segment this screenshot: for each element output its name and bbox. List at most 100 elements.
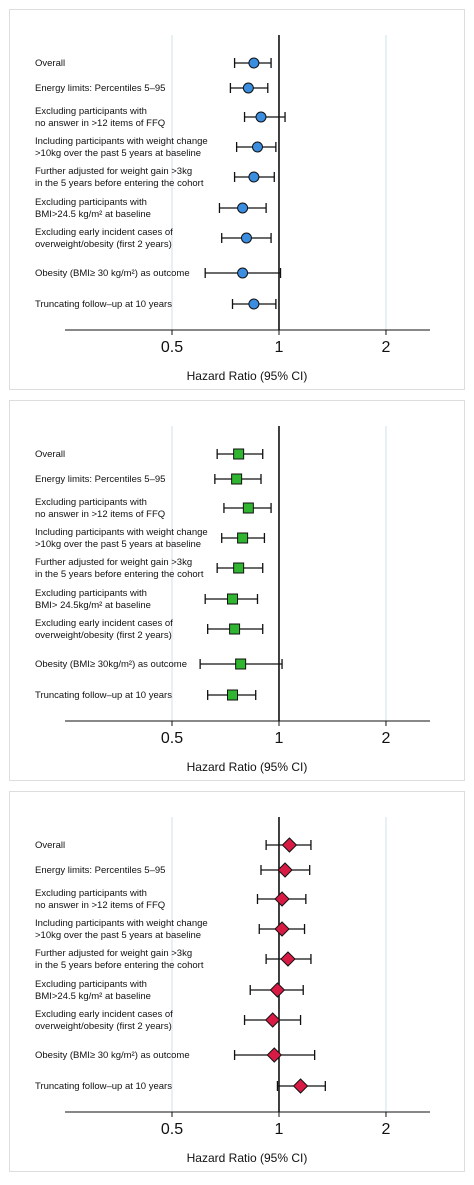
row-label-line: Excluding participants with (35, 197, 147, 208)
point (280, 951, 296, 967)
panel-frame (9, 9, 465, 390)
x-tick-label: 0.5 (161, 1121, 183, 1138)
row-label: Overall (35, 840, 65, 851)
row-label-line: Excluding early incident cases of (35, 618, 173, 629)
point (235, 658, 247, 670)
row-label-line: Further adjusted for weight gain >3kg (35, 948, 192, 959)
point (237, 267, 249, 279)
point (248, 57, 260, 69)
point (227, 593, 239, 605)
point (242, 82, 254, 94)
point (242, 502, 254, 514)
row-label-line: >10kg over the past 5 years at baseline (35, 539, 201, 550)
row-label-line: Obesity (BMI≥ 30 kg/m²) as outcome (35, 268, 190, 279)
row-label: Overall (35, 58, 65, 69)
point (251, 141, 263, 153)
panel-frame (9, 791, 465, 1172)
row-label-line: no answer in >12 items of FFQ (35, 509, 165, 520)
row-label: Excluding participants with BMI> 24.5kg/m… (35, 588, 151, 611)
point (274, 921, 290, 937)
row-label: Excluding participants with BMI>24.5 kg/m… (35, 197, 151, 220)
row-label-line: BMI>24.5 kg/m² at baseline (35, 209, 151, 220)
row-label-line: Truncating follow–up at 10 years (35, 690, 172, 701)
row-label: Truncating follow–up at 10 years (35, 1081, 172, 1092)
row-label: Excluding participants with BMI>24.5 kg/m… (35, 979, 151, 1002)
x-tick-label: 1 (275, 730, 284, 747)
row-label-line: Further adjusted for weight gain >3kg (35, 166, 192, 177)
row-label-line: overweight/obesity (first 2 years) (35, 239, 172, 250)
row-label: Energy limits: Percentiles 5–95 (35, 474, 165, 485)
x-tick-label: 1 (275, 1121, 284, 1138)
panel: 0.5 1 2 Hazard Ratio (95% CI) Overall Energy … (9, 791, 465, 1172)
row-label-line: Including participants with weight chang… (35, 527, 208, 538)
row-label-line: Energy limits: Percentiles 5–95 (35, 474, 165, 485)
row-label-line: Overall (35, 449, 65, 460)
point (248, 298, 260, 310)
row-label-line: >10kg over the past 5 years at baseline (35, 148, 201, 159)
row-label: Excluding participants with no answer in … (35, 497, 165, 520)
point (233, 448, 245, 460)
row-label-line: Overall (35, 840, 65, 851)
row-label-line: Obesity (BMI≥ 30 kg/m²) as outcome (35, 1050, 190, 1061)
point (231, 473, 243, 485)
row-label-line: Including participants with weight chang… (35, 136, 208, 147)
row-label-line: Including participants with weight chang… (35, 918, 208, 929)
x-tick-label: 1 (275, 339, 284, 356)
row-label-line: Excluding participants with (35, 888, 147, 899)
row-label: Truncating follow–up at 10 years (35, 299, 172, 310)
point (292, 1078, 309, 1094)
row-label: Overall (35, 449, 65, 460)
point (266, 1047, 282, 1063)
point (274, 891, 290, 907)
row-label: Further adjusted for weight gain >3kg in … (35, 166, 204, 189)
row-label: Energy limits: Percentiles 5–95 (35, 865, 165, 876)
row-label: Obesity (BMI≥ 30 kg/m²) as outcome (35, 268, 190, 279)
row-label-line: Excluding participants with (35, 979, 147, 990)
row-label-line: Excluding early incident cases of (35, 1009, 173, 1020)
row-label-line: Excluding participants with (35, 497, 147, 508)
point (227, 689, 239, 701)
row-label-line: overweight/obesity (first 2 years) (35, 1021, 172, 1032)
point (269, 982, 286, 998)
row-label-line: no answer in >12 items of FFQ (35, 118, 165, 129)
x-tick-label: 2 (382, 339, 391, 356)
point (237, 202, 249, 214)
point (264, 1012, 281, 1028)
row-label: Obesity (BMI≥ 30 kg/m²) as outcome (35, 1050, 190, 1061)
row-label: Excluding participants with no answer in … (35, 106, 165, 129)
row-label-line: Overall (35, 58, 65, 69)
panel: 0.5 1 2 Hazard Ratio (95% CI) Overall Energy … (9, 400, 465, 781)
row-label-line: Energy limits: Percentiles 5–95 (35, 83, 165, 94)
row-label-line: overweight/obesity (first 2 years) (35, 630, 172, 641)
row-label-line: Further adjusted for weight gain >3kg (35, 557, 192, 568)
point (229, 623, 241, 635)
row-label-line: Obesity (BMI≥ 30kg/m²) as outcome (35, 659, 187, 670)
row-label-line: no answer in >12 items of FFQ (35, 900, 165, 911)
point (237, 532, 249, 544)
row-label: Excluding early incident cases of overwei… (35, 1009, 173, 1032)
row-label: Including participants with weight chang… (35, 527, 208, 550)
row-label-line: Truncating follow–up at 10 years (35, 1081, 172, 1092)
x-tick-label: 0.5 (161, 339, 183, 356)
row-label: Including participants with weight chang… (35, 918, 208, 941)
row-label: Obesity (BMI≥ 30kg/m²) as outcome (35, 659, 187, 670)
row-label-line: in the 5 years before entering the cohor… (35, 960, 204, 971)
x-tick-label: 0.5 (161, 730, 183, 747)
row-label: Including participants with weight chang… (35, 136, 208, 159)
row-label: Further adjusted for weight gain >3kg in … (35, 948, 204, 971)
row-label: Excluding early incident cases of overwei… (35, 618, 173, 641)
x-axis-title: Hazard Ratio (95% CI) (187, 369, 308, 383)
row-label-line: BMI> 24.5kg/m² at baseline (35, 600, 151, 611)
point (233, 562, 245, 574)
panel-frame (9, 400, 465, 781)
row-label-line: Energy limits: Percentiles 5–95 (35, 865, 165, 876)
row-label: Truncating follow–up at 10 years (35, 690, 172, 701)
point (255, 111, 267, 123)
point (240, 232, 252, 244)
row-label-line: Truncating follow–up at 10 years (35, 299, 172, 310)
row-label: Excluding participants with no answer in … (35, 888, 165, 911)
row-label-line: BMI>24.5 kg/m² at baseline (35, 991, 151, 1002)
row-label-line: Excluding participants with (35, 106, 147, 117)
row-label: Excluding early incident cases of overwei… (35, 227, 173, 250)
